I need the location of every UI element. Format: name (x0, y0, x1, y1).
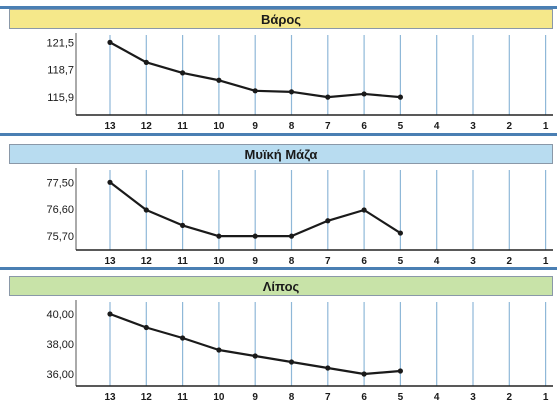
data-point (252, 353, 258, 359)
data-point (252, 88, 258, 94)
x-tick-label: 13 (104, 256, 116, 266)
x-tick-label: 2 (507, 392, 513, 402)
data-point (180, 70, 186, 76)
data-point (397, 230, 403, 236)
x-tick-label: 11 (177, 392, 188, 402)
y-tick-label: 38,00 (46, 339, 74, 351)
data-point (397, 94, 403, 100)
data-point (107, 311, 113, 317)
x-tick-label: 5 (398, 256, 404, 266)
panel-top-rule (0, 133, 557, 136)
chart-title-text: Λίπος (262, 278, 300, 294)
x-tick-label: 3 (470, 256, 476, 266)
data-point (288, 359, 295, 365)
data-point (180, 222, 186, 228)
x-tick-label: 5 (398, 121, 404, 131)
x-tick-label: 12 (141, 121, 153, 131)
panel-top-rule (0, 267, 557, 270)
data-point (216, 233, 222, 239)
data-point (180, 335, 186, 341)
panel-top-rule (0, 6, 557, 9)
chart-weight: 121,5 118,7 115,9 13 12 11 10 9 8 7 6 5 4 3 2 1 (46, 33, 553, 131)
data-point (288, 89, 295, 95)
chart-panel-muscle-mass: Μυϊκή Μάζα 77,50 76,60 75,70 13 12 11 10 9 8 7 6 5 4… (0, 133, 557, 266)
data-point (325, 218, 331, 224)
data-point (288, 233, 295, 239)
chart-title-text: Βάρος (260, 11, 302, 27)
x-tick-label: 7 (325, 256, 331, 266)
y-tick-label: 121,5 (46, 37, 74, 49)
data-point (107, 179, 113, 185)
data-point (216, 347, 222, 353)
x-tick-label: 3 (470, 121, 476, 131)
x-tick-label: 10 (213, 121, 225, 131)
x-tick-label: 6 (361, 392, 367, 402)
chart-panel-fat: Λίπος 40,00 38,00 36,00 13 12 11 10 9 8 7 6 5 4 3 2 1 (0, 267, 557, 402)
data-point (325, 365, 331, 371)
data-point (325, 94, 331, 100)
x-tick-label: 4 (434, 256, 440, 266)
y-tick-label: 118,7 (47, 65, 74, 77)
x-tick-label: 5 (398, 392, 404, 402)
chart-panel-weight: Βάρος 121,5 118,7 115,9 13 12 11 10 9 8 7 6 5 4 3 2 1 (0, 0, 557, 131)
x-tick-label: 4 (434, 392, 440, 402)
y-tick-label: 115,9 (47, 92, 74, 104)
y-tick-label: 77,50 (46, 177, 74, 189)
x-tick-label: 7 (325, 392, 331, 402)
data-point (252, 233, 258, 239)
x-tick-label: 7 (325, 121, 331, 131)
x-tick-label: 10 (213, 392, 225, 402)
x-tick-label: 1 (543, 392, 549, 402)
data-point (216, 77, 222, 83)
y-tick-label: 40,00 (46, 309, 74, 321)
x-tick-label: 1 (543, 121, 549, 131)
chart-muscle-mass: 77,50 76,60 75,70 13 12 11 10 9 8 7 6 5 4 3 2 1 (46, 168, 553, 266)
data-point (107, 39, 113, 45)
x-tick-label: 2 (507, 256, 513, 266)
x-tick-label: 9 (252, 256, 258, 266)
x-tick-label: 2 (507, 121, 513, 131)
x-tick-label: 13 (104, 392, 116, 402)
chart-title: Μυϊκή Μάζα (9, 144, 553, 164)
x-tick-label: 6 (361, 256, 367, 266)
x-tick-label: 9 (252, 392, 258, 402)
x-tick-label: 12 (141, 256, 153, 266)
chart-title: Βάρος (9, 9, 553, 29)
data-point (361, 371, 367, 377)
x-tick-label: 8 (289, 392, 295, 402)
chart-title: Λίπος (9, 276, 553, 296)
x-tick-label: 8 (289, 256, 295, 266)
y-tick-label: 36,00 (46, 369, 74, 381)
x-tick-label: 8 (289, 121, 295, 131)
x-tick-label: 3 (470, 392, 476, 402)
y-tick-label: 76,60 (46, 204, 74, 216)
chart-fat: 40,00 38,00 36,00 13 12 11 10 9 8 7 6 5 4 3 2 1 (46, 300, 553, 402)
x-tick-label: 11 (177, 256, 188, 266)
data-point (397, 368, 403, 374)
x-tick-label: 6 (361, 121, 367, 131)
x-tick-label: 12 (141, 392, 153, 402)
data-point (143, 207, 149, 213)
x-tick-label: 4 (434, 121, 440, 131)
data-point (361, 207, 367, 213)
x-tick-label: 11 (177, 121, 188, 131)
x-tick-label: 9 (252, 121, 258, 131)
x-tick-label: 10 (213, 256, 225, 266)
data-point (361, 91, 367, 97)
y-tick-label: 75,70 (46, 231, 74, 243)
x-tick-label: 1 (543, 256, 549, 266)
chart-title-text: Μυϊκή Μάζα (244, 146, 318, 162)
data-point (143, 324, 149, 331)
data-point (143, 59, 149, 65)
x-tick-label: 13 (104, 121, 116, 131)
